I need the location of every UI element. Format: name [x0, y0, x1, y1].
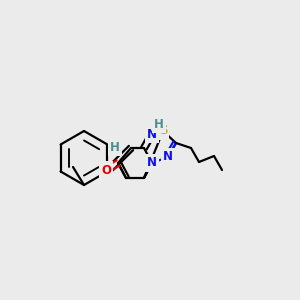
Text: N: N	[147, 157, 157, 169]
Text: S: S	[159, 124, 167, 137]
Text: H: H	[154, 118, 164, 130]
Text: N: N	[147, 128, 157, 140]
Text: O: O	[101, 164, 111, 176]
Text: H: H	[110, 141, 120, 154]
Text: N: N	[163, 151, 173, 164]
